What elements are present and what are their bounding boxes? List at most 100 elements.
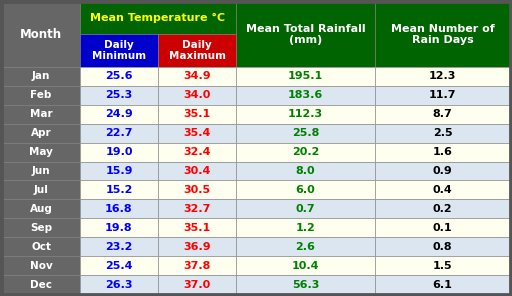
Bar <box>236 181 375 200</box>
Text: 0.4: 0.4 <box>433 185 453 195</box>
Bar <box>2 275 80 294</box>
Bar <box>2 2 80 67</box>
Text: 0.1: 0.1 <box>433 223 452 233</box>
Text: 15.2: 15.2 <box>105 185 133 195</box>
Text: 37.8: 37.8 <box>183 260 210 271</box>
Bar <box>236 218 375 237</box>
Text: Mar: Mar <box>30 109 52 119</box>
Text: Aug: Aug <box>30 204 52 214</box>
Text: 23.2: 23.2 <box>105 242 133 252</box>
Text: 30.5: 30.5 <box>183 185 210 195</box>
Bar <box>80 200 158 218</box>
Bar <box>80 86 158 105</box>
Text: 183.6: 183.6 <box>288 90 323 100</box>
Text: Mean Total Rainfall
(mm): Mean Total Rainfall (mm) <box>246 24 366 45</box>
Text: 25.4: 25.4 <box>105 260 133 271</box>
Bar <box>236 124 375 143</box>
Bar <box>375 218 510 237</box>
Text: Apr: Apr <box>31 128 51 138</box>
Bar <box>236 67 375 86</box>
Text: 6.1: 6.1 <box>433 279 453 289</box>
Bar <box>2 256 80 275</box>
Text: 11.7: 11.7 <box>429 90 456 100</box>
Text: 1.6: 1.6 <box>433 147 453 157</box>
Text: Mean Temperature °C: Mean Temperature °C <box>91 13 226 23</box>
Text: 0.2: 0.2 <box>433 204 452 214</box>
Bar <box>158 200 236 218</box>
Bar <box>80 105 158 124</box>
Bar <box>80 218 158 237</box>
Bar <box>236 237 375 256</box>
Text: Jun: Jun <box>32 166 50 176</box>
Bar <box>158 34 236 67</box>
Text: 30.4: 30.4 <box>183 166 210 176</box>
Bar <box>158 256 236 275</box>
Bar <box>375 67 510 86</box>
Text: 34.9: 34.9 <box>183 71 211 81</box>
Bar <box>375 124 510 143</box>
Text: 35.1: 35.1 <box>183 223 210 233</box>
Text: 19.8: 19.8 <box>105 223 133 233</box>
Bar <box>158 181 236 200</box>
Bar <box>236 275 375 294</box>
Bar <box>80 237 158 256</box>
Bar <box>2 218 80 237</box>
Text: 2.5: 2.5 <box>433 128 452 138</box>
Text: 12.3: 12.3 <box>429 71 456 81</box>
Bar <box>236 105 375 124</box>
Text: Oct: Oct <box>31 242 51 252</box>
Text: 0.9: 0.9 <box>433 166 453 176</box>
Text: Mean Number of
Rain Days: Mean Number of Rain Days <box>391 24 495 45</box>
Text: 0.8: 0.8 <box>433 242 452 252</box>
Text: 36.9: 36.9 <box>183 242 211 252</box>
Bar <box>80 34 158 67</box>
Text: 15.9: 15.9 <box>105 166 133 176</box>
Bar <box>158 124 236 143</box>
Text: 112.3: 112.3 <box>288 109 323 119</box>
Bar <box>375 143 510 162</box>
Text: 35.4: 35.4 <box>183 128 210 138</box>
Bar <box>236 2 375 67</box>
Bar <box>2 143 80 162</box>
Text: 37.0: 37.0 <box>183 279 210 289</box>
Text: 32.4: 32.4 <box>183 147 211 157</box>
Text: 34.0: 34.0 <box>183 90 210 100</box>
Bar <box>158 162 236 181</box>
Text: Nov: Nov <box>30 260 52 271</box>
Text: 19.0: 19.0 <box>105 147 133 157</box>
Text: 24.9: 24.9 <box>105 109 133 119</box>
Bar <box>80 256 158 275</box>
Text: Dec: Dec <box>30 279 52 289</box>
Bar <box>2 200 80 218</box>
Text: 26.3: 26.3 <box>105 279 133 289</box>
Bar <box>80 2 236 34</box>
Bar <box>375 86 510 105</box>
Bar <box>158 86 236 105</box>
Bar <box>236 162 375 181</box>
Bar <box>236 200 375 218</box>
Text: Sep: Sep <box>30 223 52 233</box>
Text: 16.8: 16.8 <box>105 204 133 214</box>
Text: 25.8: 25.8 <box>292 128 319 138</box>
Bar <box>2 124 80 143</box>
Bar <box>158 67 236 86</box>
Text: 32.7: 32.7 <box>183 204 210 214</box>
Text: 1.2: 1.2 <box>295 223 315 233</box>
Bar <box>158 105 236 124</box>
Text: 35.1: 35.1 <box>183 109 210 119</box>
Text: 10.4: 10.4 <box>292 260 319 271</box>
Bar <box>236 86 375 105</box>
Text: Feb: Feb <box>30 90 52 100</box>
Bar <box>80 143 158 162</box>
Bar <box>375 105 510 124</box>
Text: 8.7: 8.7 <box>433 109 453 119</box>
Text: 25.3: 25.3 <box>105 90 133 100</box>
Bar <box>158 143 236 162</box>
Text: Month: Month <box>20 28 62 41</box>
Bar <box>375 256 510 275</box>
Bar <box>2 237 80 256</box>
Bar <box>158 275 236 294</box>
Text: Jul: Jul <box>34 185 49 195</box>
Bar <box>375 162 510 181</box>
Bar <box>80 181 158 200</box>
